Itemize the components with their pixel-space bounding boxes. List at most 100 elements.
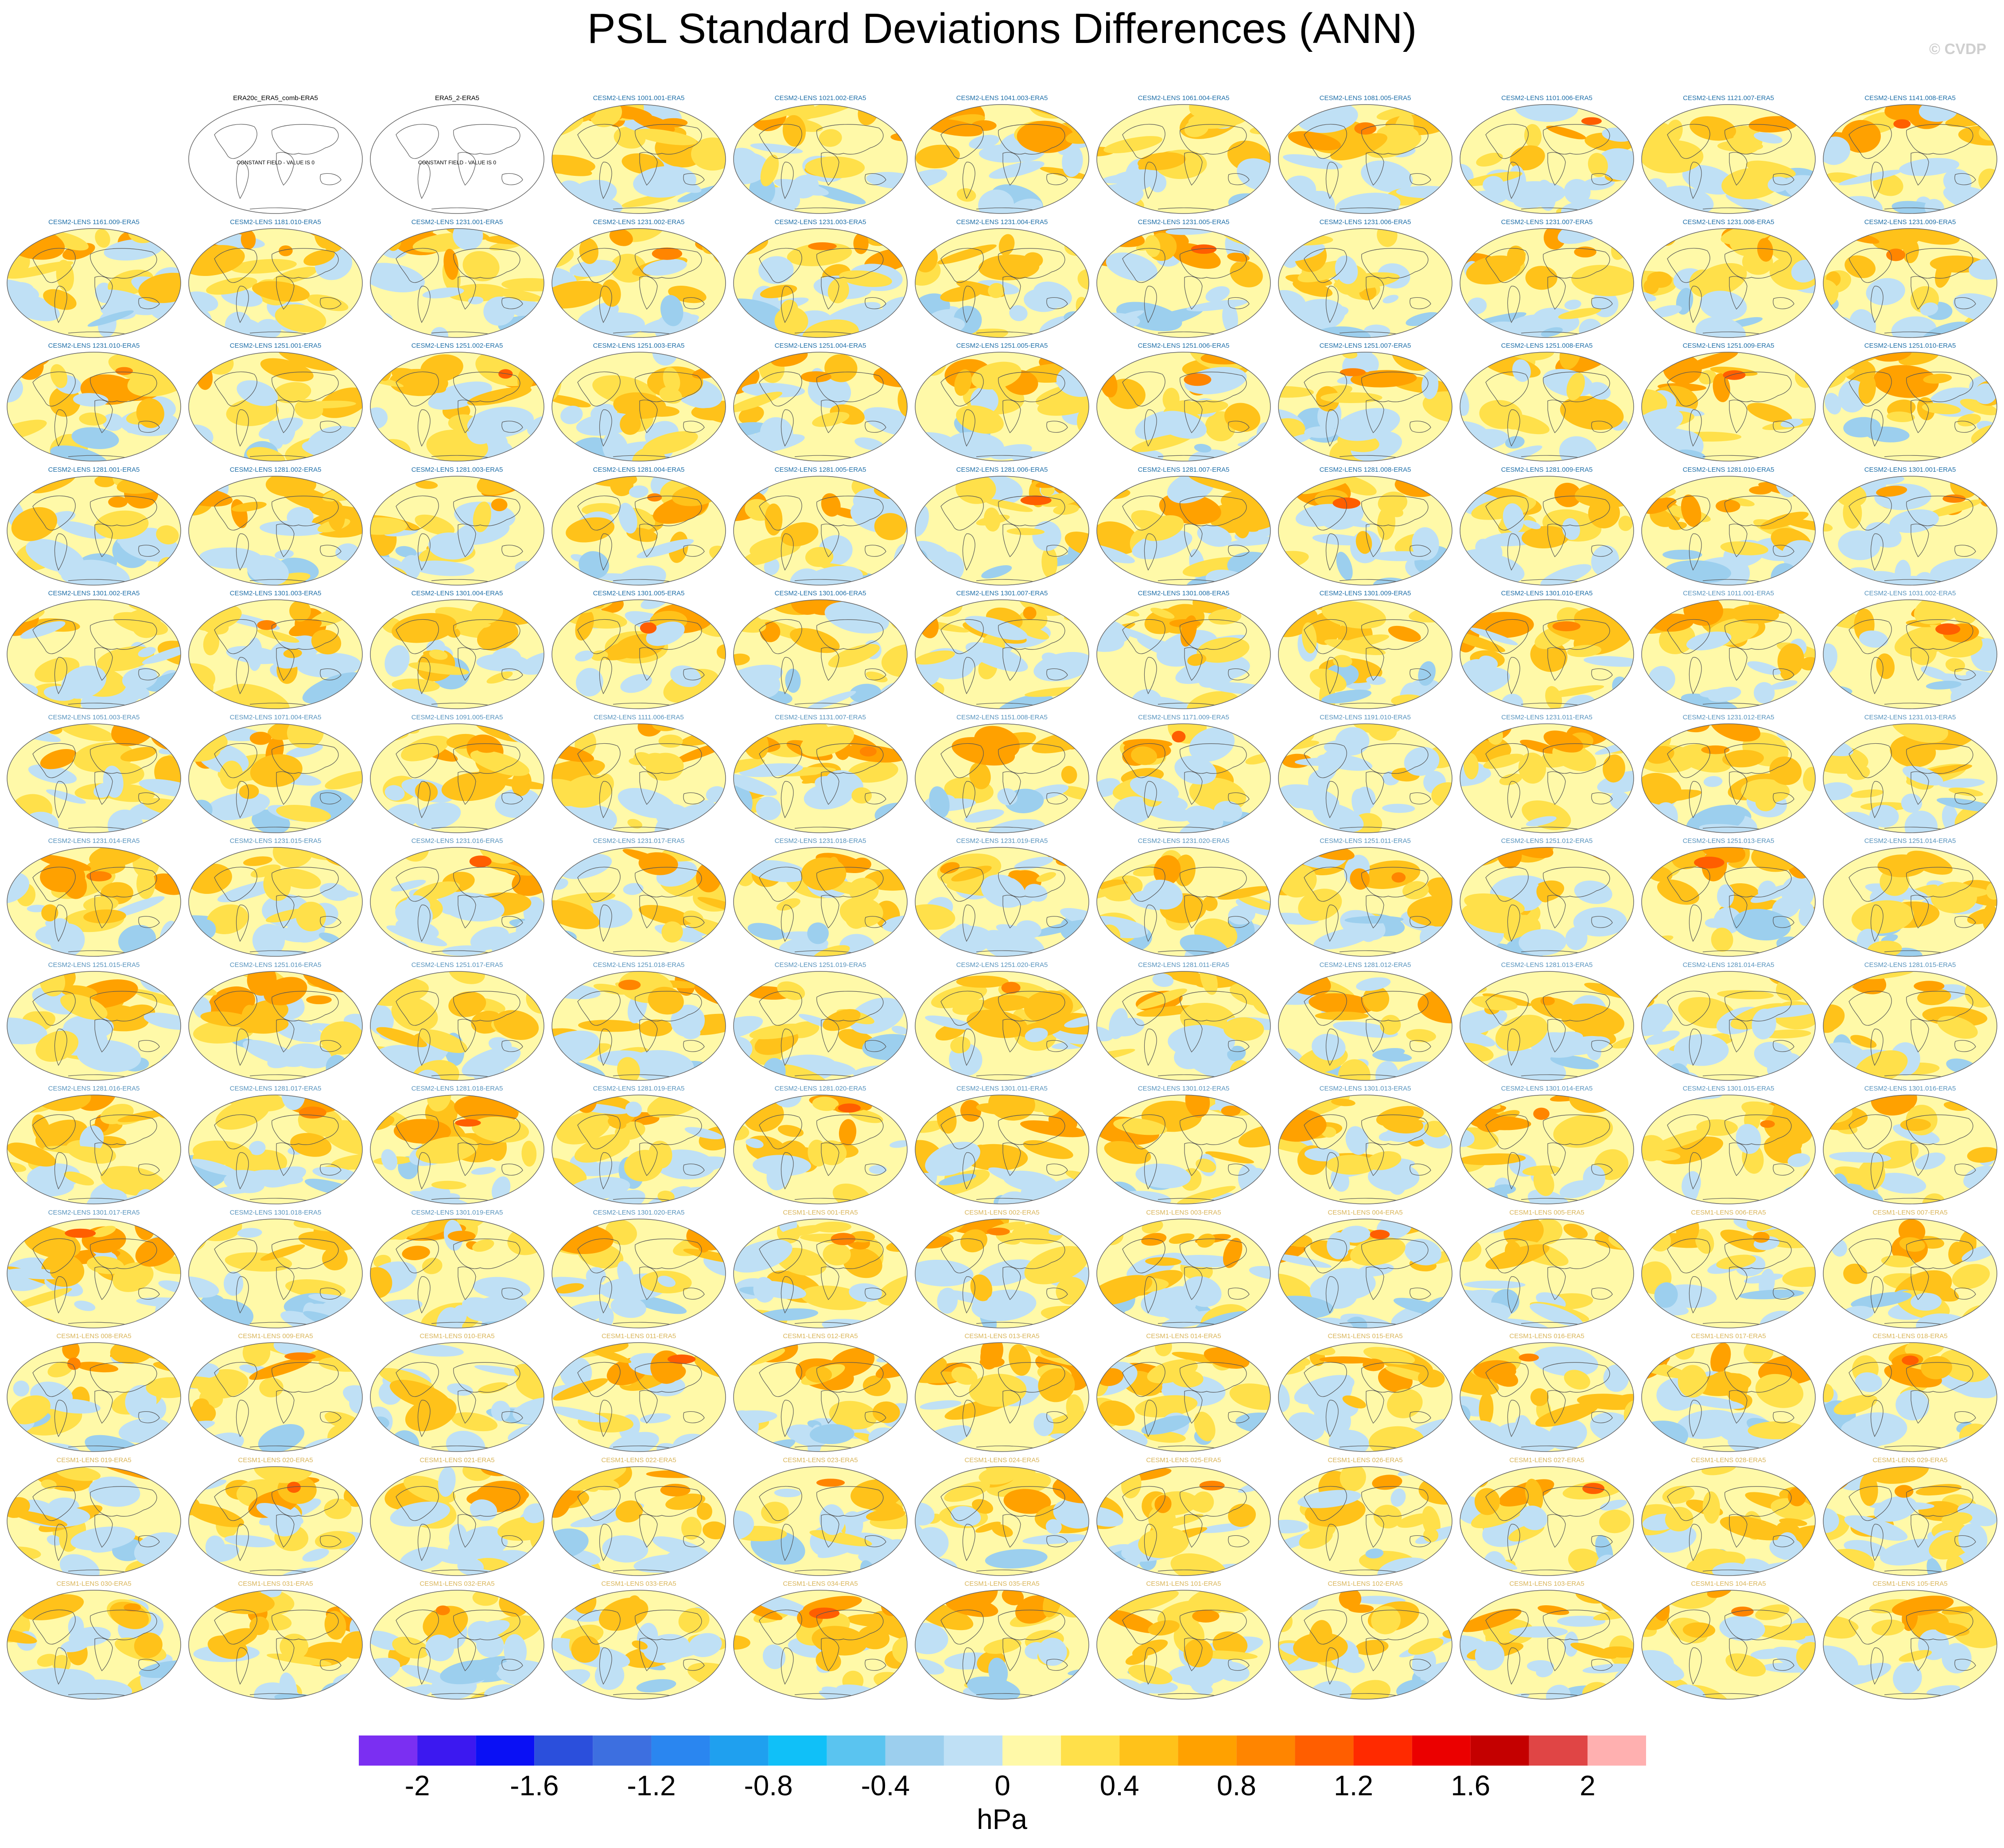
coastline <box>1046 297 1068 309</box>
map-panel: CESM2-LENS 1301.015-ERA5 <box>1640 1083 1817 1207</box>
coastline <box>1884 455 1942 458</box>
anomaly-patch <box>267 1654 332 1666</box>
anomaly-patch <box>819 129 842 147</box>
anomaly-peak <box>1694 856 1724 869</box>
coastline <box>32 866 76 902</box>
anomaly-patch <box>1926 680 1962 690</box>
coastline <box>249 1198 308 1201</box>
coastline <box>501 668 523 680</box>
anomaly-patch <box>866 672 888 683</box>
world-map <box>370 352 544 462</box>
anomaly-patch <box>633 752 654 766</box>
coastline <box>1724 1238 1792 1269</box>
anomaly-patch <box>627 819 642 828</box>
coastline <box>639 152 658 186</box>
coastline <box>68 579 126 582</box>
coastline <box>1325 162 1339 199</box>
anomaly-patch <box>117 527 159 544</box>
map-panel: CESM2-LENS 1301.005-ERA5 <box>550 588 727 712</box>
coastline <box>1361 495 1429 526</box>
anomaly-patch <box>231 501 267 512</box>
anomaly-patch <box>8 261 74 279</box>
anomaly-patch <box>633 128 697 145</box>
anomaly-patch <box>1588 382 1611 400</box>
panel-title: CESM2-LENS 1281.005-ERA5 <box>774 466 866 474</box>
anomaly-peak <box>838 1103 861 1113</box>
anomaly-patch <box>1787 1487 1806 1506</box>
map-outline <box>733 971 908 1081</box>
coastline <box>276 152 295 186</box>
coastline <box>976 950 1034 953</box>
panel-title: CESM2-LENS 1251.004-ERA5 <box>774 342 866 349</box>
anomaly-patch <box>70 1526 136 1550</box>
coastline <box>1521 703 1579 706</box>
anomaly-patch <box>491 1401 511 1421</box>
coastline <box>138 1164 160 1176</box>
coastline <box>1547 895 1566 928</box>
anomaly-patch <box>1017 120 1075 153</box>
map-outline <box>551 599 726 709</box>
anomaly-patch <box>746 1138 764 1149</box>
coastline <box>1228 173 1250 185</box>
coastline <box>1543 248 1610 279</box>
anomaly-peak <box>816 1478 845 1487</box>
coastline <box>94 400 113 433</box>
coastline <box>599 162 612 199</box>
panel-title: CESM1-LENS 011-ERA5 <box>601 1332 676 1340</box>
coastline <box>1366 523 1384 557</box>
coastline <box>816 867 884 897</box>
anomaly-patch <box>1642 773 1682 805</box>
coastline <box>1954 1411 1976 1423</box>
coastline <box>68 1322 126 1325</box>
coastline <box>1849 124 1892 159</box>
anomaly-patch <box>346 723 362 744</box>
panel-title: CESM2-LENS 1301.014-ERA5 <box>1501 1085 1593 1092</box>
anomaly-patch <box>1342 352 1358 359</box>
anomaly-patch <box>1651 330 1666 338</box>
anomaly-patch <box>1106 252 1158 281</box>
anomaly-peak <box>659 118 688 128</box>
map-outline <box>1096 475 1271 586</box>
map-panel: CESM1-LENS 015-ERA5 <box>1277 1331 1454 1455</box>
panel-title: CESM2-LENS 1231.012-ERA5 <box>1682 713 1775 721</box>
anomaly-patch <box>1420 600 1452 608</box>
map-panel: CESM2-LENS 1231.015-ERA5 <box>187 836 364 960</box>
coastline <box>417 409 431 447</box>
coastline <box>94 1142 113 1176</box>
map-panel: CESM2-LENS 1281.010-ERA5 <box>1640 465 1817 589</box>
coastline <box>1122 495 1165 531</box>
coastline <box>683 297 705 309</box>
coastline <box>276 1390 295 1424</box>
coastline <box>94 523 113 557</box>
anomaly-patch <box>947 432 1004 459</box>
anomaly-patch <box>1981 322 1997 338</box>
coastline <box>613 1322 671 1325</box>
coastline <box>94 1266 113 1300</box>
anomaly-patch <box>1802 1301 1815 1312</box>
map-outline <box>733 599 908 709</box>
coastline <box>1849 619 1892 654</box>
coastline <box>249 1322 308 1325</box>
anomaly-patch <box>1295 504 1348 527</box>
panel-title: CESM2-LENS 1031.002-ERA5 <box>1864 590 1956 597</box>
map-panel: CESM2-LENS 1231.008-ERA5 <box>1640 217 1817 341</box>
anomaly-patch <box>1851 900 1914 934</box>
world-map <box>188 723 363 833</box>
anomaly-patch <box>1196 637 1250 663</box>
coastline <box>417 1523 431 1561</box>
anomaly-peak <box>1172 730 1186 742</box>
map-outline <box>1460 1095 1634 1204</box>
anomaly-patch <box>49 232 89 250</box>
anomaly-patch <box>1402 881 1429 900</box>
anomaly-patch <box>915 1059 932 1080</box>
coastline <box>1180 1486 1247 1517</box>
anomaly-patch <box>800 105 863 119</box>
map-panel: CESM2-LENS 1251.009-ERA5 <box>1640 341 1817 465</box>
coastline <box>1724 990 1792 1021</box>
map-outline <box>370 1342 544 1452</box>
anomaly-patch <box>849 997 904 1034</box>
coastline <box>1543 1362 1610 1393</box>
coastline <box>613 331 671 334</box>
coastline <box>683 916 705 928</box>
anomaly-patch <box>894 1095 907 1115</box>
